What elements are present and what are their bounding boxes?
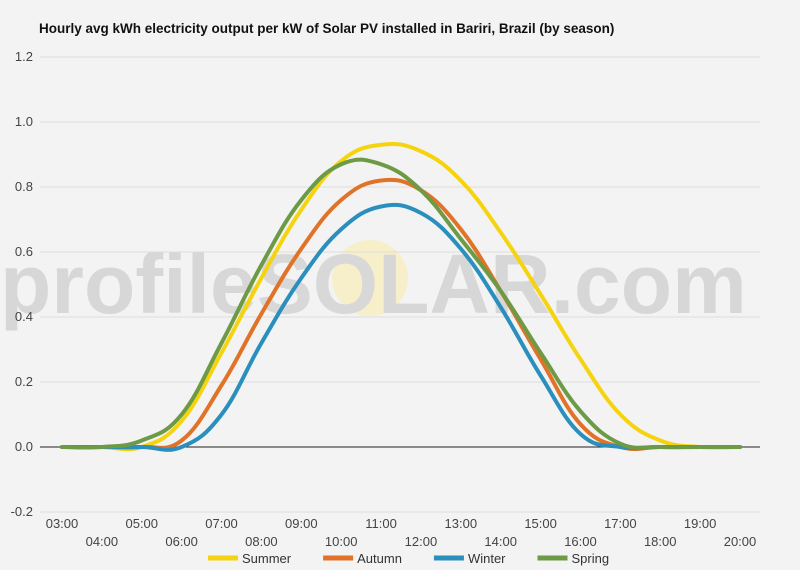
legend-label: Winter bbox=[468, 551, 506, 566]
series-line-winter bbox=[60, 202, 742, 452]
chart-title: Hourly avg kWh electricity output per kW… bbox=[39, 21, 614, 36]
x-tick-label: 03:00 bbox=[46, 516, 79, 531]
x-axis-ticks: 03:00 04:00 05:00 06:00 07:00 08:00 09:00 10:00… bbox=[46, 516, 757, 549]
y-tick-label: 0.4 bbox=[15, 309, 33, 324]
x-tick-label: 09:00 bbox=[285, 516, 318, 531]
x-tick-label: 06:00 bbox=[165, 534, 198, 549]
x-tick-label: 12:00 bbox=[405, 534, 438, 549]
watermark-sun-icon bbox=[332, 240, 408, 316]
x-tick-label: 13:00 bbox=[445, 516, 478, 531]
y-tick-label: -0.2 bbox=[11, 504, 33, 519]
y-tick-label: 0.2 bbox=[15, 374, 33, 389]
watermark-right: LAR.com bbox=[378, 237, 747, 331]
legend-label: Summer bbox=[242, 551, 292, 566]
x-tick-label: 18:00 bbox=[644, 534, 677, 549]
x-tick-label: 17:00 bbox=[604, 516, 637, 531]
legend-item-autumn[interactable]: Autumn bbox=[323, 551, 402, 566]
legend: Summer Autumn Winter Spring bbox=[208, 551, 609, 566]
x-tick-label: 10:00 bbox=[325, 534, 358, 549]
x-tick-label: 05:00 bbox=[125, 516, 158, 531]
y-tick-label: 0.8 bbox=[15, 179, 33, 194]
x-tick-label: 15:00 bbox=[524, 516, 557, 531]
legend-item-spring[interactable]: Spring bbox=[537, 551, 610, 566]
watermark-left: profile bbox=[0, 237, 257, 331]
legend-item-winter[interactable]: Winter bbox=[433, 551, 506, 566]
x-tick-label: 14:00 bbox=[484, 534, 517, 549]
series-lines bbox=[60, 141, 742, 452]
series-line-summer bbox=[60, 141, 742, 452]
y-tick-label: 1.0 bbox=[15, 114, 33, 129]
y-tick-label: 1.2 bbox=[15, 49, 33, 64]
legend-item-summer[interactable]: Summer bbox=[208, 551, 292, 566]
series-line-spring bbox=[60, 157, 742, 450]
x-tick-label: 20:00 bbox=[724, 534, 757, 549]
x-tick-label: 11:00 bbox=[365, 516, 397, 531]
y-axis-ticks: -0.2 0.0 0.2 0.4 0.6 0.8 1.0 1.2 bbox=[11, 49, 33, 519]
legend-label: Spring bbox=[572, 551, 610, 566]
legend-label: Autumn bbox=[357, 551, 402, 566]
y-tick-label: 0.0 bbox=[15, 439, 33, 454]
y-tick-label: 0.6 bbox=[15, 244, 33, 259]
x-tick-label: 08:00 bbox=[245, 534, 278, 549]
x-tick-label: 19:00 bbox=[684, 516, 717, 531]
x-tick-label: 16:00 bbox=[564, 534, 597, 549]
x-tick-label: 04:00 bbox=[86, 534, 119, 549]
x-tick-label: 07:00 bbox=[205, 516, 238, 531]
